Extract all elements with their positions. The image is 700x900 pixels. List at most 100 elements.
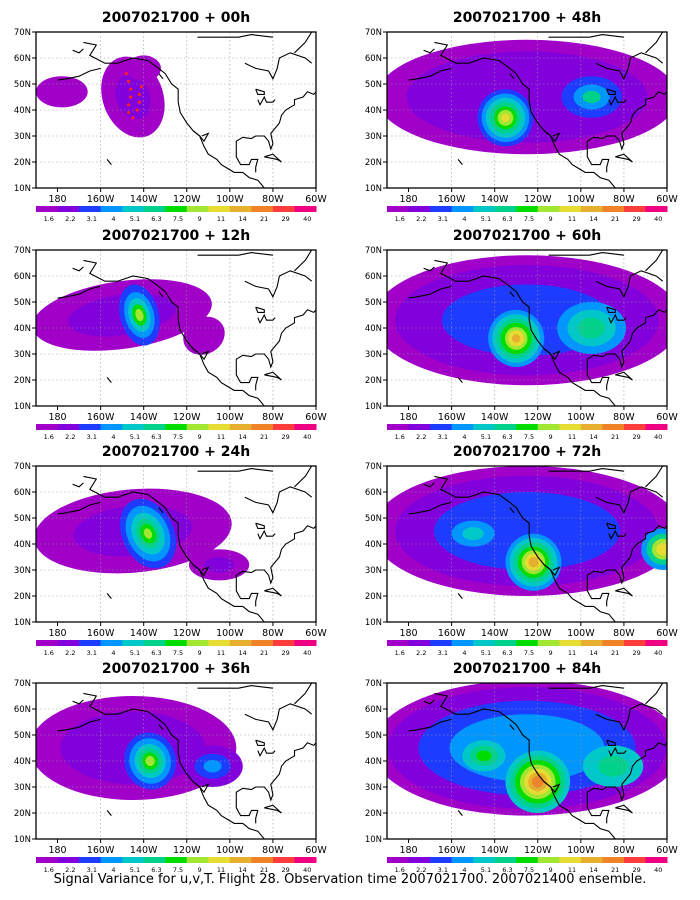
y-tick-label: 70N (14, 679, 31, 689)
colorbar: 1.6 2.2 3.1 4 5.1 6.3 7.5 9 11 14 21 29 40 (387, 640, 668, 657)
coastline (255, 739, 265, 746)
colorbar-swatch (473, 206, 496, 212)
coastline (197, 252, 273, 256)
coastline (158, 73, 164, 80)
colorbar-label: 4 (111, 433, 115, 441)
colorbar-swatch (165, 857, 188, 863)
colorbar-label: 40 (303, 433, 311, 441)
coastline (264, 587, 282, 597)
coastline (57, 501, 101, 515)
coastline (57, 285, 101, 299)
y-tick-label: 40N (365, 540, 382, 550)
colorbar-label: 9 (548, 649, 552, 657)
colorbar-swatch (143, 857, 166, 863)
colorbar-label: 1.6 (44, 215, 54, 223)
observation-point (137, 92, 141, 96)
colorbar-swatch (294, 424, 317, 430)
colorbar-label: 3.1 (87, 215, 97, 223)
coastline (408, 285, 452, 299)
y-tick-label: 20N (365, 376, 382, 386)
colorbar-swatch (537, 424, 560, 430)
colorbar-label: 2.2 (416, 215, 426, 223)
colorbar: 1.6 2.2 3.1 4 5.1 6.3 7.5 9 11 14 21 29 40 (36, 640, 317, 657)
coastline (586, 146, 610, 173)
coastline (595, 486, 664, 515)
colorbar-label: 29 (633, 433, 641, 441)
panel-grid: 2007021700 + 00h 10N 20N 30N 40N 50N 60N 70N 180… (14, 10, 679, 874)
x-tick-label: 120W (524, 845, 552, 856)
coastline (548, 34, 624, 38)
colorbar-label: 11 (217, 649, 225, 657)
coastline (595, 52, 664, 81)
coastline (192, 781, 210, 794)
colorbar-swatch (165, 640, 188, 646)
colorbar-label: 1.6 (395, 433, 405, 441)
colorbar-label: 2.2 (416, 866, 426, 874)
colorbar-label: 7.5 (173, 433, 183, 441)
x-tick-label: 100W (567, 412, 595, 423)
flight-track (124, 72, 144, 120)
coastline (586, 742, 667, 802)
coastline (509, 724, 515, 731)
coastline (586, 797, 610, 824)
colorbar-label: 5.1 (481, 215, 491, 223)
coastline (586, 580, 610, 607)
colorbar-label: 5.1 (481, 866, 491, 874)
colorbar-swatch (645, 857, 668, 863)
colorbar-swatch (57, 206, 80, 212)
map-panel: 2007021700 + 24h 10N 20N 30N 40N 50N 60N 70N 180… (14, 444, 328, 657)
colorbar-label: 9 (197, 649, 201, 657)
colorbar-label: 5.1 (481, 649, 491, 657)
coastlines (57, 466, 316, 622)
map-panel: 2007021700 + 48h 10N 20N 30N 40N 50N 60N 70N 180… (365, 10, 679, 223)
colorbar-label: 3.1 (438, 215, 448, 223)
colorbar-swatch (186, 640, 209, 646)
colorbar-swatch (165, 206, 188, 212)
coastline (257, 95, 276, 107)
colorbar-swatch (186, 424, 209, 430)
colorbar-swatch (430, 206, 453, 212)
colorbar-label: 21 (611, 215, 619, 223)
colorbar-label: 5.1 (130, 433, 140, 441)
colorbar-label: 1.6 (395, 866, 405, 874)
variance-field (387, 39, 667, 155)
coastline (235, 742, 316, 802)
coastline (106, 377, 112, 383)
colorbar-swatch (408, 857, 431, 863)
coastline (509, 507, 515, 514)
colorbar-label: 7.5 (524, 433, 534, 441)
colorbar-swatch (623, 640, 646, 646)
grid-lines (36, 683, 316, 839)
colorbar-swatch (645, 206, 668, 212)
colorbar-label: 6.3 (502, 866, 512, 874)
coastline (158, 724, 164, 731)
coastline (666, 510, 667, 526)
variance-contour (582, 90, 601, 104)
coastline (315, 294, 316, 310)
colorbar-label: 14 (238, 649, 246, 657)
colorbar-swatch (559, 640, 582, 646)
y-tick-label: 40N (365, 324, 382, 334)
map-panel: 2007021700 + 72h 10N 20N 30N 40N 50N 60N 70N 180… (365, 444, 679, 657)
grid-lines (387, 683, 667, 839)
colorbar-swatch (143, 640, 166, 646)
variance-contour (183, 316, 225, 355)
y-tick-label: 70N (14, 246, 31, 256)
x-tick-label: 160W (87, 412, 115, 423)
colorbar-swatch (602, 424, 625, 430)
colorbar-label: 40 (654, 215, 662, 223)
coastline (294, 32, 313, 54)
coastline (608, 529, 627, 541)
coastline (83, 41, 266, 188)
x-tick-label: 140W (130, 412, 158, 423)
coastline (255, 306, 265, 313)
colorbar: 1.6 2.2 3.1 4 5.1 6.3 7.5 9 11 14 21 29 40 (36, 857, 317, 874)
x-tick-label: 140W (481, 194, 509, 205)
colorbar-label: 1.6 (44, 433, 54, 441)
colorbar-label: 21 (260, 649, 268, 657)
x-tick-label: 60W (305, 412, 327, 423)
colorbar-label: 1.6 (395, 649, 405, 657)
observation-point (137, 100, 141, 104)
coastline (244, 52, 313, 81)
